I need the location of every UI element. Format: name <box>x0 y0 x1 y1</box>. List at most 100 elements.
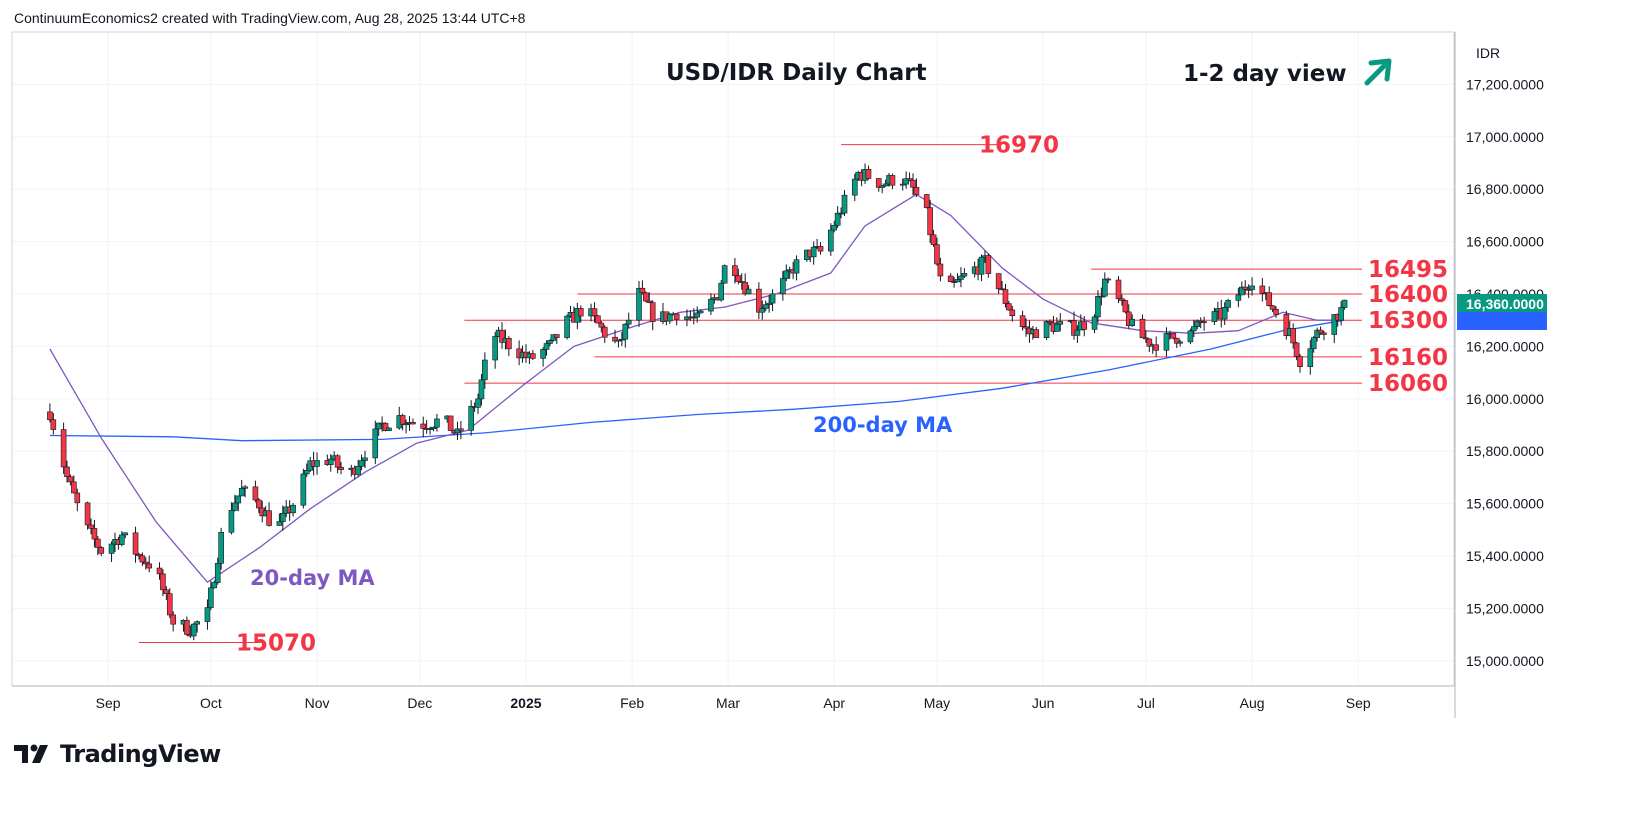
candle <box>577 305 584 323</box>
candle <box>1122 299 1129 314</box>
candle <box>232 494 238 512</box>
candle-body <box>831 225 838 231</box>
candle-body <box>639 287 646 294</box>
candle <box>625 312 632 329</box>
candle <box>759 300 766 320</box>
candle-body <box>1173 337 1180 344</box>
last-price-badge: 16,360.0000 <box>1457 294 1547 330</box>
candle-body <box>211 582 218 589</box>
time-tick-label: Oct <box>200 695 222 711</box>
candle-body <box>1187 330 1194 343</box>
candle <box>831 220 838 233</box>
candle-body <box>1225 300 1231 308</box>
candle-body <box>403 423 409 426</box>
candle-body <box>434 418 440 428</box>
candle <box>1002 283 1009 308</box>
candle <box>882 179 889 187</box>
candle-body <box>218 531 224 564</box>
candle-body <box>923 194 930 208</box>
time-tick-label: Sep <box>1346 695 1371 711</box>
candle-body <box>827 229 834 252</box>
candle <box>300 468 307 509</box>
candle <box>1043 320 1050 340</box>
candle-body <box>879 185 885 188</box>
candle <box>1201 316 1207 331</box>
candle-body <box>732 265 738 276</box>
candle <box>937 257 944 282</box>
candle-body <box>382 423 389 432</box>
candle <box>382 422 389 432</box>
candle <box>1293 341 1300 361</box>
candle-body <box>841 194 848 214</box>
candle-body <box>601 326 608 338</box>
candle-body <box>947 275 954 282</box>
candle-body <box>684 316 690 320</box>
candle <box>122 532 129 539</box>
candle <box>290 503 296 517</box>
candle <box>1173 337 1180 348</box>
candle-body <box>643 292 649 302</box>
candle-body <box>475 398 481 408</box>
candle-body <box>208 587 214 608</box>
candle-body <box>759 308 766 313</box>
candle-body <box>300 473 307 506</box>
candle-body <box>1102 278 1108 297</box>
candle <box>615 339 622 348</box>
candle <box>204 599 211 630</box>
candle-body <box>64 466 70 478</box>
candle-body <box>136 553 142 557</box>
candle <box>95 535 101 556</box>
candle <box>74 488 81 512</box>
candle <box>454 421 461 440</box>
candle-body <box>530 353 536 359</box>
ma200-line <box>49 319 1345 442</box>
candle-body <box>1105 278 1112 281</box>
candle <box>999 281 1005 291</box>
candle <box>1187 328 1194 345</box>
candle-body <box>838 212 844 215</box>
candle-body <box>619 338 625 341</box>
candle-body <box>303 469 310 475</box>
candle-body <box>478 379 485 400</box>
candle <box>1105 277 1112 284</box>
candle <box>163 586 170 601</box>
candle-body <box>1283 314 1290 337</box>
level-label-16300: 16300 <box>1368 308 1448 334</box>
candle <box>1163 327 1170 357</box>
candle-body <box>256 499 262 509</box>
candle-body <box>783 270 790 279</box>
candle-body <box>47 411 53 421</box>
candle <box>84 501 91 530</box>
candle <box>338 462 344 475</box>
candle <box>1081 315 1088 337</box>
tradingview-logo-icon <box>14 744 48 763</box>
candle <box>1143 330 1149 343</box>
candle <box>1259 278 1266 302</box>
candle <box>1139 314 1146 339</box>
candle <box>235 495 242 512</box>
time-tick-label: Jul <box>1137 695 1155 711</box>
candle <box>827 223 834 256</box>
candle <box>930 229 937 247</box>
candle <box>478 374 485 406</box>
price-tick-label: 16,200.0000 <box>1466 338 1544 354</box>
candle <box>1341 299 1348 310</box>
candle-body <box>1091 316 1098 330</box>
candle <box>372 420 379 465</box>
candle-body <box>625 319 632 325</box>
candle-body <box>499 329 505 343</box>
candle-body <box>612 336 618 342</box>
candle <box>834 206 841 229</box>
candle-body <box>1211 311 1218 322</box>
candle-body <box>1170 332 1177 339</box>
candle-body <box>769 293 776 304</box>
candle <box>1290 323 1296 349</box>
candle <box>1091 314 1098 334</box>
candle-body <box>238 488 245 497</box>
candle <box>1269 305 1276 313</box>
candle <box>475 393 481 414</box>
candle-body <box>810 246 817 258</box>
candle-body <box>889 175 896 186</box>
candle <box>1177 339 1183 347</box>
